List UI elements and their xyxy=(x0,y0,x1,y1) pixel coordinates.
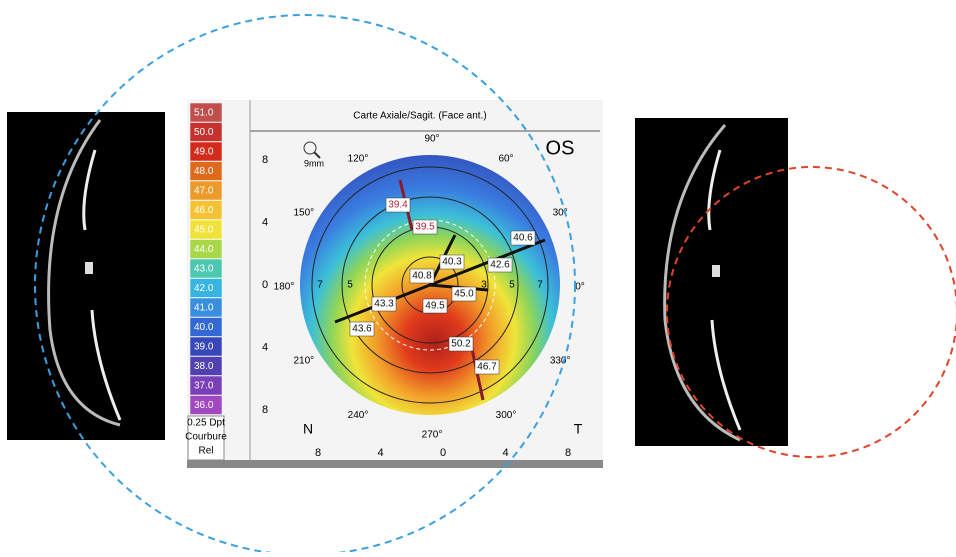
nasal-label: N xyxy=(303,421,313,437)
right-scan xyxy=(635,118,788,446)
angle-label: 150° xyxy=(293,208,314,219)
scale-label: 51.0 xyxy=(194,108,214,119)
scale-label: 40.0 xyxy=(194,322,214,333)
scale-label: 45.0 xyxy=(194,225,214,236)
value-label: 39.4 xyxy=(388,200,408,211)
y-axis-label: 8 xyxy=(262,404,268,416)
angle-label: 300° xyxy=(496,410,517,421)
x-axis-label: 8 xyxy=(315,447,321,459)
scale-label: 46.0 xyxy=(194,205,214,216)
x-axis-label: 8 xyxy=(565,447,571,459)
value-label: 40.8 xyxy=(412,271,432,282)
temporal-label: T xyxy=(574,421,583,437)
angle-label: 120° xyxy=(348,153,369,164)
zoom-label: 9mm xyxy=(304,158,324,168)
eye-label: OS xyxy=(546,137,575,159)
ring-label: 5 xyxy=(509,280,515,291)
angle-label: 270° xyxy=(422,430,443,441)
figure: Carte Axiale/Sagit. (Face ant.) OS 9mm 0… xyxy=(0,0,956,552)
scale-label: 47.0 xyxy=(194,186,214,197)
scale-label: 42.0 xyxy=(194,283,214,294)
angle-label: 90° xyxy=(424,134,439,145)
scale-label: 39.0 xyxy=(194,342,214,353)
mode-label: Courbure xyxy=(185,432,227,443)
value-label: 46.7 xyxy=(477,362,497,373)
value-label: 43.6 xyxy=(352,324,372,335)
scale-label: 44.0 xyxy=(194,244,214,255)
scale-label: 50.0 xyxy=(194,127,214,138)
angle-label: 210° xyxy=(293,356,314,367)
ring-label: 5 xyxy=(347,280,353,291)
value-label: 39.5 xyxy=(415,222,435,233)
value-label: 50.2 xyxy=(451,339,471,350)
angle-label: 180° xyxy=(274,282,295,293)
x-axis-label: 0 xyxy=(440,447,446,459)
step-label: 0.25 Dpt xyxy=(187,418,225,429)
angle-label: 0° xyxy=(575,282,585,293)
y-axis-label: 4 xyxy=(262,216,268,228)
angle-label: 60° xyxy=(498,153,513,164)
ring-label: 7 xyxy=(317,280,323,291)
scale-label: 37.0 xyxy=(194,381,214,392)
left-scan xyxy=(7,112,165,440)
ref-label: Rel xyxy=(198,446,213,457)
value-label: 45.0 xyxy=(454,289,474,300)
y-axis-label: 0 xyxy=(262,279,268,291)
scale-label: 38.0 xyxy=(194,361,214,372)
y-axis-label: 4 xyxy=(262,341,268,353)
value-label: 42.6 xyxy=(490,260,510,271)
value-label: 40.6 xyxy=(513,233,533,244)
value-label: 49.5 xyxy=(425,301,445,312)
scale-label: 48.0 xyxy=(194,166,214,177)
x-axis-label: 4 xyxy=(377,447,383,459)
angle-label: 330° xyxy=(550,356,571,367)
value-label: 40.3 xyxy=(442,257,462,268)
scale-label: 49.0 xyxy=(194,147,214,158)
topography-panel: Carte Axiale/Sagit. (Face ant.) OS 9mm 0… xyxy=(185,100,603,468)
angle-label: 240° xyxy=(348,410,369,421)
y-axis-label: 8 xyxy=(262,154,268,166)
ring-label: 7 xyxy=(537,280,543,291)
map-title: Carte Axiale/Sagit. (Face ant.) xyxy=(353,111,486,122)
x-axis-label: 4 xyxy=(502,447,508,459)
ring-label: 3 xyxy=(481,280,487,291)
scale-label: 41.0 xyxy=(194,303,214,314)
value-label: 43.3 xyxy=(374,299,394,310)
scale-label: 43.0 xyxy=(194,264,214,275)
scale-label: 36.0 xyxy=(194,400,214,411)
